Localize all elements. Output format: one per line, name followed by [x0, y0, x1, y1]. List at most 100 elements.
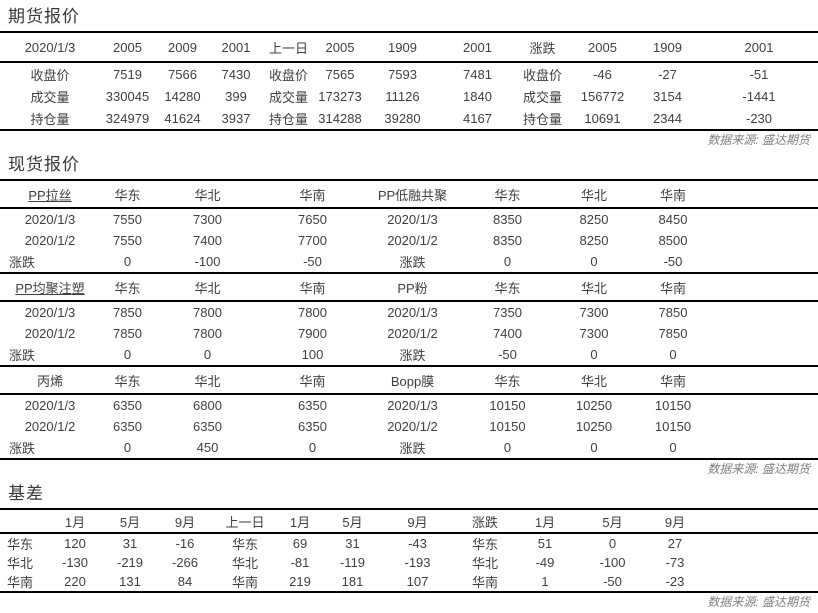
table-cell: 华东 [471, 537, 498, 552]
table-cell: 0 [308, 440, 317, 455]
column-header: 华北 [580, 373, 607, 389]
table-cell: 6350 [113, 398, 142, 413]
column-header: 华南 [299, 373, 326, 389]
table-cell: 7430 [221, 66, 251, 82]
table-row: 华南 220 131 84 华南 219 181 107 华南 1 -50 -23 [0, 572, 818, 592]
table-cell: 华南 [471, 575, 498, 590]
table-cell: 8250 [579, 212, 609, 227]
table-cell: 8350 [493, 233, 522, 248]
table-cell: 7550 [113, 212, 142, 227]
table-cell: 7300 [579, 305, 609, 320]
table-cell: 10150 [489, 419, 526, 434]
column-header: 华北 [194, 187, 221, 203]
table-row: 华北 -130 -219 -266 华北 -81 -119 -193 华北 -49 -100 -73 [0, 553, 818, 572]
table-row: 涨跌 0 -100 -50 涨跌 0 0 -50 [0, 251, 818, 272]
table-cell: 31 [345, 536, 360, 551]
table-cell: 2020/1/3 [24, 212, 76, 227]
table-cell: 51 [537, 536, 553, 551]
table-cell: 涨跌 [9, 441, 36, 456]
table-cell: -100 [599, 555, 626, 570]
column-header: 涨跌 [471, 514, 498, 530]
table-cell: 7400 [193, 233, 222, 248]
column-header: 5月 [602, 514, 623, 530]
table-cell: 7300 [193, 212, 222, 227]
table-row: 2020/1/2 7550 7400 7700 2020/1/2 8350 8250 8500 [0, 230, 818, 251]
table-cell: 成交量 [30, 89, 70, 105]
futures-table: 2020/1/3 2005 2009 2001 上一日 2005 1909 2001 涨跌 200… [0, 31, 818, 131]
table-cell: 450 [196, 440, 219, 455]
table-cell: 2020/1/2 [387, 326, 438, 341]
column-header: 华东 [114, 280, 141, 296]
column-header: PP均聚注塑 [15, 280, 85, 296]
table-cell: 8250 [579, 233, 609, 248]
column-header: 1月 [64, 514, 86, 530]
table-cell: 华东 [7, 537, 34, 552]
table-cell: 2020/1/3 [387, 212, 438, 227]
table-cell: 4167 [463, 110, 492, 126]
table-cell: 7481 [463, 66, 492, 82]
table-cell: 2020/1/2 [387, 233, 438, 248]
table-cell: 7850 [113, 305, 142, 320]
spot-table-bingxi: 丙烯 华东 华北 华南 Bopp膜 华东 华北 华南 2020/1/3 6350 6800 6350 2… [0, 365, 818, 460]
table-cell: -1441 [742, 88, 776, 104]
table-cell: 7550 [113, 233, 142, 248]
table-cell: 0 [503, 254, 512, 269]
table-row: 涨跌 0 450 0 涨跌 0 0 0 [0, 437, 818, 459]
column-header: 上一日 [268, 40, 308, 56]
table-cell: 0 [590, 440, 598, 455]
table-cell: -230 [745, 110, 773, 126]
table-cell: 220 [64, 574, 86, 589]
column-header: 2005 [113, 39, 142, 55]
table-cell: 10250 [575, 398, 613, 413]
table-row: 成交量 330045 14280 399 成交量 173273 11126 1840 成交量 15… [0, 85, 818, 107]
table-cell: -50 [603, 574, 622, 589]
table-cell: 11126 [385, 88, 420, 104]
spot-table-pp-junju: PP均聚注塑 华东 华北 华南 PP粉 华东 华北 华南 2020/1/3 7850 7800 780… [0, 272, 818, 365]
table-cell: 7300 [579, 326, 609, 341]
table-row: 2020/1/3 7850 7800 7800 2020/1/3 7350 7300 7850 [0, 301, 818, 323]
table-cell: 181 [341, 574, 364, 589]
table-cell: 10691 [584, 110, 621, 126]
table-cell: 3937 [221, 110, 251, 126]
column-header: 9月 [174, 514, 196, 530]
table-cell: 华南 [7, 575, 34, 590]
table-cell: 6350 [193, 419, 222, 434]
column-header: 2020/1/3 [24, 39, 76, 55]
table-cell: 0 [203, 347, 212, 362]
table-cell: 31 [122, 536, 138, 551]
column-header: PP拉丝 [28, 187, 72, 203]
table-cell: 7566 [168, 66, 197, 82]
table-cell: 107 [406, 574, 429, 589]
table-cell: 6350 [298, 398, 327, 413]
table-cell: 持仓量 [30, 111, 70, 127]
table-cell: 0 [590, 347, 598, 362]
basis-section-title: 基差 [8, 484, 44, 503]
table-cell: 华北 [231, 556, 258, 571]
table-cell: 7650 [298, 212, 327, 227]
table-row: 持仓量 324979 41624 3937 持仓量 314288 39280 4167 持仓量 1… [0, 107, 818, 130]
column-header: PP粉 [397, 280, 428, 296]
column-header: Bopp膜 [390, 373, 435, 389]
table-cell: -81 [290, 555, 310, 570]
table-cell: 2020/1/2 [24, 233, 76, 248]
table-cell: 0 [608, 536, 617, 551]
table-cell: 2020/1/3 [24, 305, 76, 320]
table-cell: -27 [658, 66, 677, 82]
column-header: PP低融共聚 [377, 187, 448, 203]
column-header: 华北 [194, 373, 221, 389]
header-row: PP均聚注塑 华东 华北 华南 PP粉 华东 华北 华南 [0, 273, 818, 301]
futures-section: 期货报价 2020/1/3 2005 2009 2001 上一日 2005 1909 2001… [0, 0, 818, 148]
table-cell: 2344 [653, 110, 682, 126]
table-cell: 41624 [164, 110, 201, 126]
column-header: 5月 [342, 514, 363, 530]
column-header: 华南 [659, 187, 686, 203]
table-cell: 0 [123, 440, 132, 455]
table-cell: 330045 [105, 88, 150, 104]
table-cell: 324979 [105, 110, 150, 126]
column-header: 华南 [659, 373, 686, 389]
table-cell: 华北 [7, 556, 34, 571]
table-cell: 涨跌 [9, 255, 36, 270]
table-cell: -49 [535, 555, 555, 570]
table-row: 2020/1/3 7550 7300 7650 2020/1/3 8350 8250 8450 [0, 208, 818, 230]
